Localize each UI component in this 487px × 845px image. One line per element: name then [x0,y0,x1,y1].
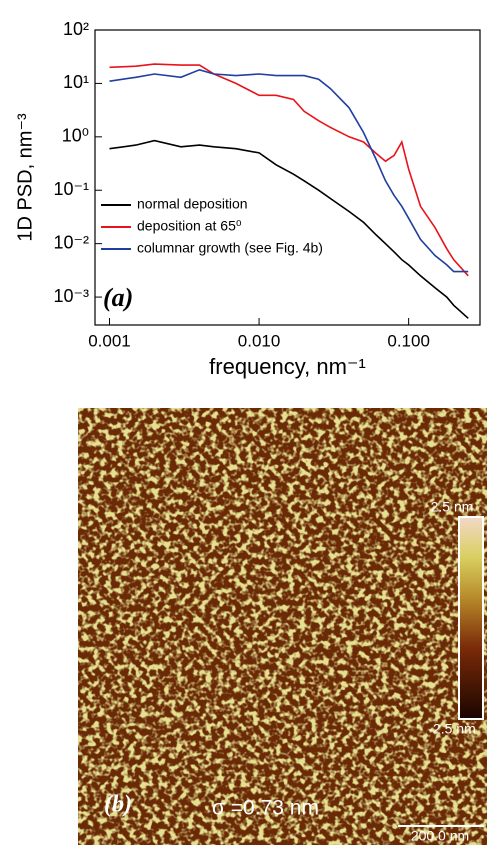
legend-label: deposition at 65⁰ [137,218,242,234]
scale-bar-label: 200.0 nm [411,828,469,844]
x-tick-label: 0.010 [238,331,281,350]
y-tick-label: 10¹ [63,72,89,92]
scale-max: 2.5 nm [431,499,474,515]
legend-label: columnar growth (see Fig. 4b) [137,240,323,256]
scale-min: -2.5 nm [428,721,475,737]
legend-label: normal deposition [137,196,248,212]
x-tick-label: 0.001 [88,331,131,350]
panel-label: (b) [104,792,132,818]
afm-texture [78,408,487,845]
y-tick-label: 10⁻² [53,232,89,252]
x-axis-label: frequency, nm⁻¹ [209,354,366,379]
y-tick-label: 10⁰ [62,126,89,146]
y-tick-label: 10⁻¹ [53,179,89,199]
chart: 0.001 0.010 0.100 10⁻³ 10⁻² 10⁻¹ 10⁰ 10¹ 10² freq… [14,19,481,379]
panel-label: (a) [103,283,133,312]
series-line [109,139,469,319]
afm-panel: 2.5 nm -2.5 nm (b) σ =0.73 nm 200.0 nm [78,408,487,845]
y-tick-label: 10⁻³ [53,286,89,306]
color-bar [458,516,484,720]
plot-frame [94,29,481,326]
y-tick-label: 10² [63,19,89,39]
series-line [109,68,469,273]
series-line [109,63,469,277]
x-tick-label: 0.100 [387,331,430,350]
y-axis-label: 1D PSD, nm⁻³ [14,113,36,242]
roughness: σ =0.73 nm [212,797,319,820]
